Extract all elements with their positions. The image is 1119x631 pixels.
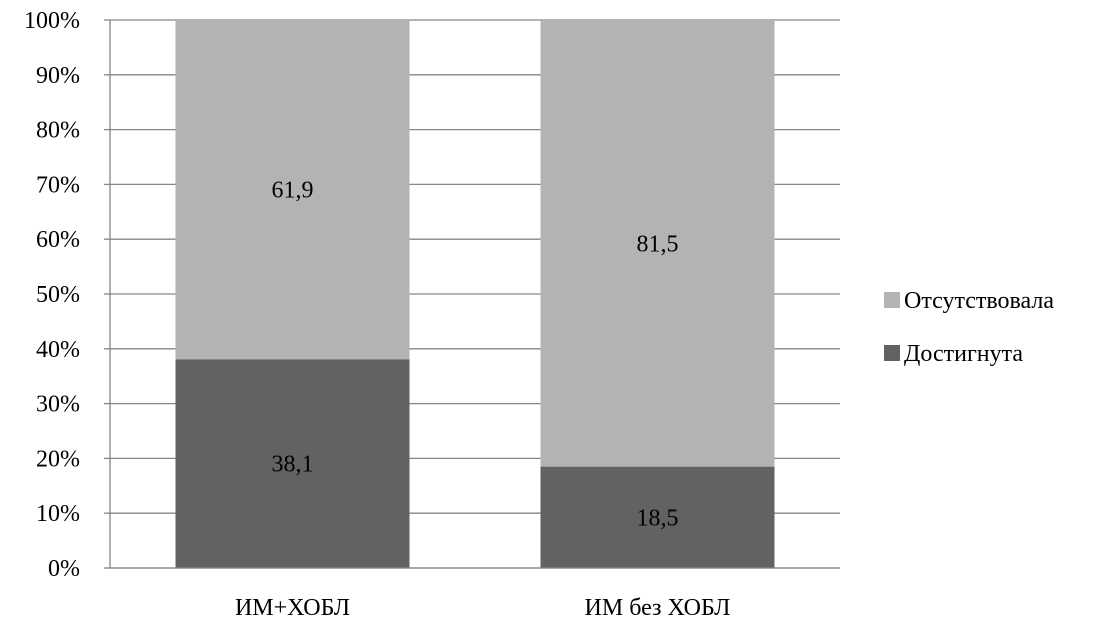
bars: [175, 20, 775, 568]
legend-label: Достигнута: [904, 341, 1023, 367]
y-tick-label: 40%: [36, 337, 80, 363]
data-label: 38,1: [272, 452, 314, 478]
data-label: 61,9: [272, 178, 314, 204]
data-labels: 38,1 61,9 18,5 81,5: [272, 178, 679, 532]
y-axis-ticks: 0% 10% 20% 30% 40% 50% 60% 70% 80% 90% 100%: [24, 8, 80, 582]
x-axis-labels: ИМ+ХОБЛ ИМ без ХОБЛ: [235, 595, 731, 621]
bar-segment: [175, 20, 410, 360]
y-tick-label: 90%: [36, 63, 80, 89]
y-tick-label: 10%: [36, 501, 80, 527]
legend: Отсутствовала Достигнута: [884, 288, 1054, 367]
x-category-label: ИМ+ХОБЛ: [235, 595, 350, 621]
y-tick-label: 70%: [36, 172, 80, 198]
legend-label: Отсутствовала: [904, 288, 1054, 314]
bar-segment: [540, 20, 775, 467]
legend-swatch: [884, 345, 900, 361]
y-tick-label: 30%: [36, 392, 80, 418]
y-tick-label: 80%: [36, 118, 80, 144]
x-category-label: ИМ без ХОБЛ: [585, 595, 731, 621]
y-tick-label: 0%: [48, 556, 80, 582]
y-tick-label: 100%: [24, 8, 80, 34]
bar-segment: [540, 466, 775, 568]
y-tick-label: 20%: [36, 446, 80, 472]
y-tick-label: 50%: [36, 282, 80, 308]
legend-swatch: [884, 292, 900, 308]
data-label: 81,5: [637, 231, 679, 257]
data-label: 18,5: [637, 505, 679, 531]
y-tick-label: 60%: [36, 227, 80, 253]
axes: [104, 19, 840, 569]
bar-segment: [175, 359, 410, 568]
